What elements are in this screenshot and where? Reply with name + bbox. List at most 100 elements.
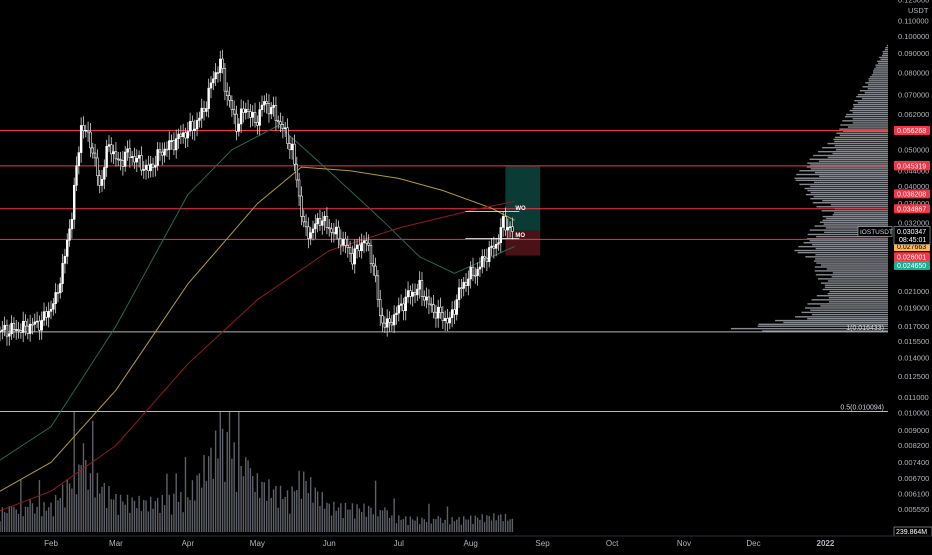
candle-body xyxy=(258,109,261,126)
volume-bar xyxy=(421,517,423,532)
y-tick-label: 0.062000 xyxy=(898,110,929,119)
x-tick-label: Mar xyxy=(109,539,123,548)
volume-profile-row xyxy=(817,278,888,280)
volume-bar xyxy=(152,508,154,532)
position-profit-zone xyxy=(505,166,541,231)
volume-profile-row xyxy=(796,173,888,176)
volume-bar xyxy=(61,484,64,532)
volume-bar xyxy=(511,518,514,532)
candle-body xyxy=(434,311,438,319)
candle-body xyxy=(142,169,145,171)
volume-bar xyxy=(358,508,361,532)
volume-profile-row xyxy=(852,111,888,114)
volume-bar xyxy=(367,505,370,532)
volume-bar xyxy=(476,517,479,532)
candle-body xyxy=(328,227,331,230)
volume-bar xyxy=(138,495,140,532)
candle-body xyxy=(149,163,152,172)
moving-average-line xyxy=(0,166,515,492)
volume-profile-row xyxy=(815,254,888,256)
candle-body xyxy=(8,333,11,337)
y-tick-label: 0.007400 xyxy=(898,458,929,467)
candle-body xyxy=(42,311,46,321)
candle-body xyxy=(19,330,23,333)
volume-profile-row xyxy=(878,62,888,64)
candle-body xyxy=(508,226,512,228)
candle-body xyxy=(24,320,27,327)
volume-profile-row xyxy=(856,96,888,98)
y-tick-label: 0.011000 xyxy=(898,393,929,402)
volume-bar xyxy=(268,479,270,532)
volume-bar xyxy=(407,524,409,532)
candle-body xyxy=(107,144,111,147)
candle-body xyxy=(332,232,336,235)
volume-bar xyxy=(115,493,117,532)
volume-bar xyxy=(289,513,291,532)
candle-body xyxy=(226,90,229,96)
candle-body xyxy=(358,244,361,252)
volume-bar xyxy=(418,524,421,532)
candle-body xyxy=(45,311,48,318)
volume-profile-row xyxy=(834,136,888,139)
candle-body xyxy=(239,108,243,125)
volume-profile-row xyxy=(819,175,888,178)
symbol-tag xyxy=(857,226,893,237)
candle-body xyxy=(84,129,87,132)
volume-bar xyxy=(203,455,205,532)
volume-bar xyxy=(500,514,502,532)
volume-bar xyxy=(279,485,282,532)
volume-profile-row xyxy=(815,247,888,250)
volume-profile-row xyxy=(805,193,888,196)
volume-profile-row xyxy=(816,235,888,238)
candle-body xyxy=(392,314,396,326)
volume-bar xyxy=(444,519,446,532)
volume-profile-row xyxy=(820,282,888,284)
volume-bar xyxy=(504,513,507,532)
candle-body xyxy=(235,113,238,132)
volume-bar xyxy=(161,494,163,532)
candle-body xyxy=(33,321,36,325)
volume-bar xyxy=(8,506,10,532)
candle-body xyxy=(346,245,349,248)
y-tick-label: 0.125000 xyxy=(898,0,929,5)
volume-bar xyxy=(228,412,231,532)
volume-profile-row xyxy=(827,292,888,295)
volume-bar xyxy=(442,522,444,532)
candle-body xyxy=(72,184,76,220)
volume-bar xyxy=(110,499,112,532)
candle-body xyxy=(481,256,484,268)
volume-bar xyxy=(27,506,29,532)
candle-body xyxy=(103,167,106,180)
candle-body xyxy=(441,312,445,322)
volume-profile-row xyxy=(814,270,888,272)
candle-body xyxy=(66,239,69,257)
volume-profile-row xyxy=(810,164,888,166)
volume-profile-row xyxy=(853,103,888,106)
candle-body xyxy=(0,330,2,333)
volume-profile-row xyxy=(867,88,888,90)
volume-profile-row xyxy=(812,243,888,246)
volume-profile-row xyxy=(865,82,888,84)
volume-bar xyxy=(124,504,126,532)
candle-body xyxy=(47,311,50,318)
price-badge xyxy=(894,126,930,136)
candle-body xyxy=(267,103,271,115)
volume-bar xyxy=(483,522,486,532)
candle-body xyxy=(1,329,4,332)
volume-bar xyxy=(314,487,317,532)
candle-body xyxy=(464,281,468,286)
candle-body xyxy=(281,124,285,129)
volume-profile-row xyxy=(873,72,888,74)
candle-body xyxy=(263,101,266,106)
candle-body xyxy=(430,303,433,306)
candle-body xyxy=(202,107,206,112)
volume-profile-row xyxy=(875,64,888,66)
volume-profile-row xyxy=(867,84,888,86)
candle-body xyxy=(124,151,127,167)
volume-bar xyxy=(252,475,254,532)
volume-profile-row xyxy=(868,78,888,80)
volume-profile-row xyxy=(843,130,888,132)
volume-bar xyxy=(22,516,24,532)
